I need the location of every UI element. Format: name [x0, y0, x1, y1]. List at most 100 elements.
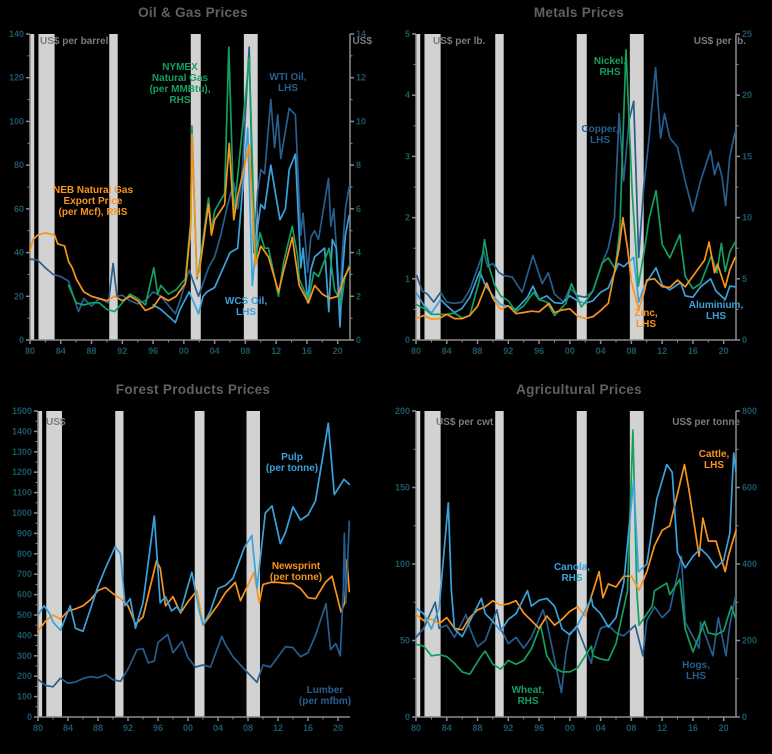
- recession-band-2: [495, 34, 504, 340]
- left-tick-label: 300: [17, 651, 32, 661]
- x-tick-label: 12: [273, 723, 283, 733]
- right-tick-label: 6: [356, 204, 361, 214]
- wcs-oil-label: WCS Oil, LHS: [224, 296, 268, 318]
- right-tick-label: 0: [356, 335, 361, 345]
- right-tick-label: 600: [742, 483, 757, 493]
- x-tick-label: 08: [240, 346, 250, 356]
- recession-band-2: [109, 34, 118, 340]
- panel-agricultural: Agricultural Prices 0 50 100 150 200 0 200 400 6…: [386, 377, 772, 754]
- x-tick-label: 84: [442, 723, 452, 733]
- x-tick-label: 92: [503, 346, 513, 356]
- x-tick-label: 20: [719, 723, 729, 733]
- forest-products-chart: 0100200300400500600700800900100011001200…: [12, 406, 351, 733]
- canola-label: Canola, RHS: [553, 562, 591, 584]
- x-tick-label: 80: [33, 723, 43, 733]
- x-tick-label: 84: [56, 346, 66, 356]
- x-tick-label: 00: [565, 346, 575, 356]
- left-tick-label: 100: [17, 692, 32, 702]
- recession-band-0: [416, 411, 421, 717]
- nickel-line: [415, 49, 737, 319]
- right-tick-label: 10: [356, 116, 366, 126]
- right-tick-label: 4: [356, 248, 361, 258]
- x-tick-label: 96: [148, 346, 158, 356]
- left-tick-label: 200: [395, 406, 410, 416]
- oil-gas-chart: 0 20 40 60 80 100 120 140 0 2 4 6 8 10 12 14 80 84 88 92 96 0…: [9, 29, 366, 356]
- nickel-label: Nickel, RHS: [593, 56, 627, 78]
- left-tick-label: 500: [17, 610, 32, 620]
- left-tick-label: 1500: [12, 406, 32, 416]
- left-unit-label: US$: [46, 417, 66, 428]
- x-tick-label: 16: [688, 723, 698, 733]
- neb-natural-gas-label: NEB Natural Gas Export Price (per Mcf), RH…: [52, 185, 134, 218]
- left-tick-label: 600: [17, 590, 32, 600]
- recession-band-3: [576, 34, 587, 340]
- recession-band-0: [416, 34, 421, 340]
- neb-natural-gas-line: [29, 133, 351, 312]
- right-tick-label: 14: [356, 29, 366, 39]
- x-tick-label: 20: [333, 723, 343, 733]
- oil-gas-title: Oil & Gas Prices: [138, 5, 248, 20]
- right-tick-label: 5: [742, 274, 747, 284]
- pulp-line: [37, 422, 351, 633]
- panel-metals: Metals Prices 0 1 2 3 4 5 0 5 10 15 20 25 80 84 88 92 96…: [386, 0, 772, 377]
- recession-band-0: [30, 34, 35, 340]
- recession-band-4: [246, 411, 260, 717]
- left-tick-label: 1000: [12, 508, 32, 518]
- left-unit-label: US$ per barrel: [40, 36, 109, 47]
- right-tick-label: 25: [742, 29, 752, 39]
- left-tick-label: 200: [17, 671, 32, 681]
- x-tick-label: 20: [719, 346, 729, 356]
- canola-line: [415, 452, 737, 638]
- left-tick-label: 40: [14, 248, 24, 258]
- x-tick-label: 88: [473, 723, 483, 733]
- x-tick-label: 16: [302, 346, 312, 356]
- x-tick-label: 12: [657, 346, 667, 356]
- recession-band-3: [576, 411, 587, 717]
- right-tick-label: 10: [742, 213, 752, 223]
- right-tick-label: 20: [742, 90, 752, 100]
- pulp-label: Pulp (per tonne): [265, 452, 319, 474]
- recession-band-3: [194, 411, 205, 717]
- left-tick-label: 900: [17, 528, 32, 538]
- x-tick-label: 80: [411, 346, 421, 356]
- aluminium-label: Aluminium, LHS: [688, 300, 744, 322]
- x-tick-label: 96: [534, 723, 544, 733]
- left-tick-label: 20: [14, 291, 24, 301]
- left-tick-label: 2: [405, 213, 410, 223]
- cattle-label: Cattle, LHS: [698, 449, 730, 471]
- x-tick-label: 12: [271, 346, 281, 356]
- left-unit-label: US$ per lb.: [433, 36, 486, 47]
- recession-band-1: [46, 411, 62, 717]
- left-tick-label: 1300: [12, 447, 32, 457]
- left-tick-label: 0: [27, 712, 32, 722]
- left-tick-label: 80: [14, 160, 24, 170]
- left-tick-label: 140: [9, 29, 24, 39]
- right-unit-label: US$: [352, 36, 372, 47]
- recession-band-3: [190, 34, 201, 340]
- right-tick-label: 15: [742, 151, 752, 161]
- cattle-line: [415, 463, 737, 631]
- recession-band-2: [115, 411, 124, 717]
- x-tick-label: 08: [243, 723, 253, 733]
- right-tick-label: 2: [356, 291, 361, 301]
- right-tick-label: 400: [742, 559, 757, 569]
- x-tick-label: 88: [93, 723, 103, 733]
- x-tick-label: 12: [657, 723, 667, 733]
- right-unit-label: US$ per tonne: [672, 417, 740, 428]
- x-tick-label: 84: [63, 723, 73, 733]
- left-tick-label: 4: [405, 90, 410, 100]
- right-tick-label: 12: [356, 73, 366, 83]
- x-tick-label: 04: [210, 346, 220, 356]
- left-tick-label: 50: [400, 636, 410, 646]
- x-tick-label: 92: [123, 723, 133, 733]
- x-tick-label: 04: [596, 346, 606, 356]
- x-tick-label: 16: [303, 723, 313, 733]
- right-tick-label: 0: [742, 335, 747, 345]
- left-unit-label: US$ per cwt: [436, 417, 494, 428]
- left-tick-label: 150: [395, 483, 410, 493]
- x-tick-label: 20: [333, 346, 343, 356]
- x-tick-label: 80: [411, 723, 421, 733]
- left-tick-label: 1100: [12, 488, 32, 498]
